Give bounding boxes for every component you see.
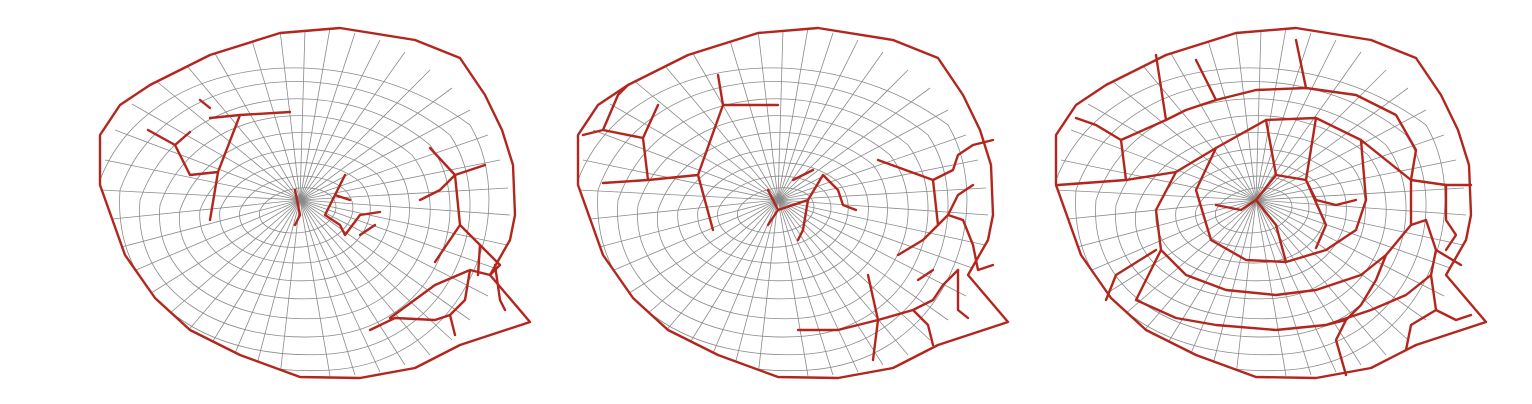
mesh-panel-3 xyxy=(1056,28,1486,378)
feature-graph xyxy=(581,73,995,362)
feature-graph xyxy=(146,98,507,337)
feature-graph xyxy=(1056,38,1473,377)
mesh-shape xyxy=(1056,28,1486,378)
mesh-panel-1 xyxy=(100,28,530,378)
mesh-shape xyxy=(100,28,530,378)
mesh-shape xyxy=(578,28,1008,378)
mesh-panel-2 xyxy=(578,28,1008,378)
